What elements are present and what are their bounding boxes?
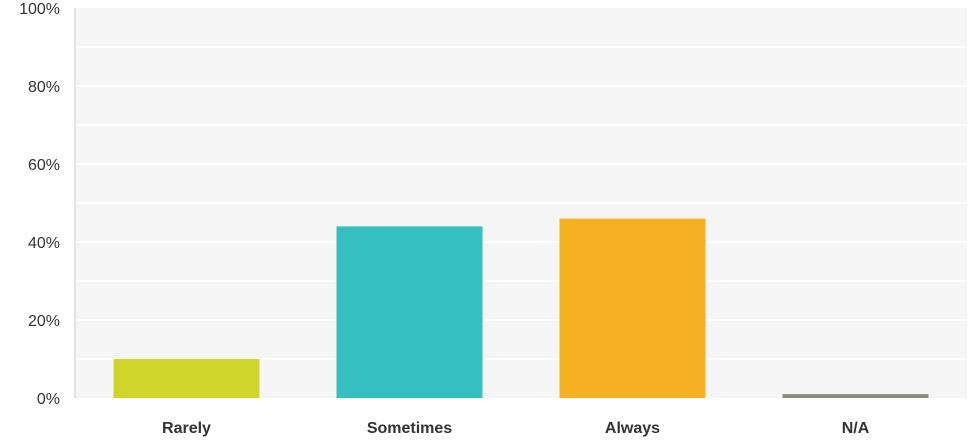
y-tick-label: 80%: [28, 79, 60, 96]
y-tick-label: 100%: [19, 1, 60, 18]
bar-rarely[interactable]: [113, 359, 260, 398]
y-tick-label: 0%: [37, 391, 60, 408]
x-category-label: Sometimes: [367, 420, 452, 437]
bar-n-a[interactable]: [782, 394, 929, 398]
bar-sometimes[interactable]: [336, 226, 483, 398]
x-axis: Rarely Sometimes Always N/A: [162, 420, 870, 437]
gridlines: [74, 8, 967, 398]
y-axis: 0% 20% 40% 60% 80% 100%: [19, 1, 60, 408]
y-tick-label: 40%: [28, 235, 60, 252]
bar-always[interactable]: [559, 218, 706, 398]
bars: [113, 218, 929, 398]
x-category-label: Rarely: [162, 420, 211, 437]
y-tick-label: 20%: [28, 313, 60, 330]
y-tick-label: 60%: [28, 157, 60, 174]
x-category-label: Always: [605, 420, 660, 437]
x-category-label: N/A: [842, 420, 870, 437]
